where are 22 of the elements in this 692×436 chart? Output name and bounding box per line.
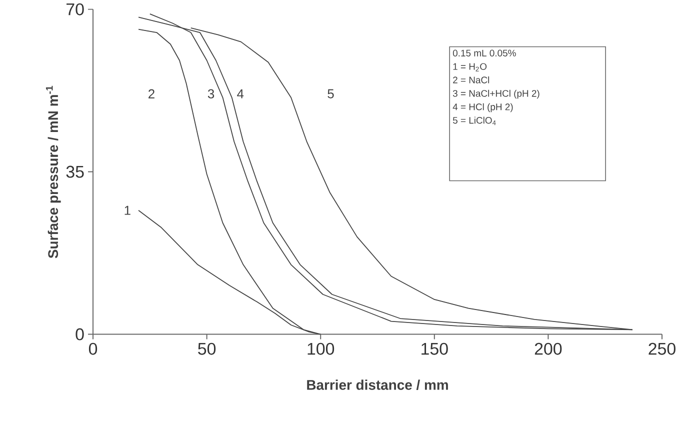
y-tick-label: 0	[76, 328, 84, 340]
series-label: 4	[237, 89, 244, 98]
annotation: 5 = LiClO$_{4}$	[452, 116, 496, 125]
x-tick-label: 250	[648, 342, 676, 355]
y-tick-label: 35	[66, 166, 84, 178]
annotation: 3 = NaCl+HCl (pH 2)	[452, 90, 540, 99]
annotation: 1 = H$_{2}$O	[453, 63, 487, 72]
x-tick-label: 100	[308, 342, 334, 355]
x-axis-title: Barrier distance / mm	[307, 380, 448, 390]
x-tick-label: 50	[198, 342, 216, 355]
text: 2	[148, 89, 154, 98]
x-tick-label: 200	[534, 342, 562, 355]
y-axis-title: Surface pressure / mN m$^{-1}$	[46, 86, 61, 258]
y-tick-label: 70	[66, 3, 84, 16]
series-label: 3	[208, 89, 214, 98]
x-tick-label: 0	[88, 342, 98, 355]
series-label: 1	[124, 206, 130, 215]
annotation: 2 = NaCl	[453, 76, 490, 84]
x-tick-label: 150	[422, 342, 448, 355]
annotation: 4 = HCl (pH 2)	[452, 103, 513, 112]
annotation: 0.15 mL 0.05%	[452, 50, 516, 56]
text: 5	[328, 89, 334, 98]
